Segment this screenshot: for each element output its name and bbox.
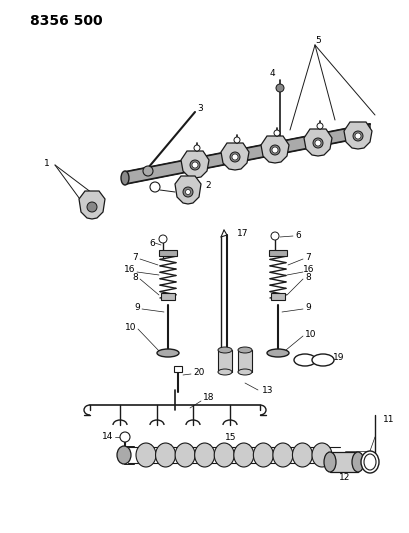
Ellipse shape <box>311 354 333 366</box>
Bar <box>218 350 231 372</box>
Circle shape <box>271 147 277 153</box>
Text: 18: 18 <box>202 393 214 402</box>
Ellipse shape <box>233 443 253 467</box>
Ellipse shape <box>218 369 231 375</box>
Text: 10: 10 <box>304 330 316 340</box>
Circle shape <box>185 190 190 195</box>
Text: 8: 8 <box>132 273 138 282</box>
Ellipse shape <box>292 443 312 467</box>
Polygon shape <box>180 151 209 178</box>
Circle shape <box>231 154 237 160</box>
Circle shape <box>275 84 283 92</box>
Circle shape <box>87 202 97 212</box>
Polygon shape <box>220 143 248 170</box>
Text: 11: 11 <box>382 416 393 424</box>
Ellipse shape <box>323 452 335 472</box>
Circle shape <box>234 137 239 143</box>
Text: 9: 9 <box>134 303 139 312</box>
Text: 14: 14 <box>101 432 113 441</box>
Circle shape <box>182 187 193 197</box>
Circle shape <box>159 235 166 243</box>
Text: 5: 5 <box>315 36 320 44</box>
Polygon shape <box>343 122 371 149</box>
Ellipse shape <box>218 347 231 353</box>
Circle shape <box>270 145 279 155</box>
Ellipse shape <box>237 347 252 353</box>
Circle shape <box>189 160 200 170</box>
Circle shape <box>312 138 322 148</box>
Polygon shape <box>303 129 331 156</box>
Text: 4: 4 <box>269 69 274 77</box>
Text: 10: 10 <box>124 324 136 333</box>
Ellipse shape <box>213 443 234 467</box>
Ellipse shape <box>311 443 331 467</box>
Text: 17: 17 <box>236 229 248 238</box>
Ellipse shape <box>351 452 363 472</box>
Bar <box>159 250 177 256</box>
Ellipse shape <box>157 349 179 357</box>
Bar <box>173 366 182 372</box>
Text: 9: 9 <box>304 303 310 312</box>
Ellipse shape <box>155 443 175 467</box>
Text: 6: 6 <box>294 230 300 239</box>
Ellipse shape <box>253 443 273 467</box>
Text: 8356 500: 8356 500 <box>30 14 102 28</box>
Bar <box>161 293 175 300</box>
Ellipse shape <box>175 443 195 467</box>
Ellipse shape <box>272 443 292 467</box>
Ellipse shape <box>293 354 315 366</box>
Text: 2: 2 <box>204 181 210 190</box>
Circle shape <box>314 140 320 146</box>
Circle shape <box>273 130 279 136</box>
Ellipse shape <box>237 369 252 375</box>
Polygon shape <box>261 136 288 163</box>
Circle shape <box>191 162 198 168</box>
Text: 3: 3 <box>197 103 202 112</box>
Text: 20: 20 <box>193 368 204 377</box>
Text: 6: 6 <box>149 238 155 247</box>
Text: 15: 15 <box>225 433 236 442</box>
Text: 1: 1 <box>44 158 50 167</box>
Text: 13: 13 <box>261 386 273 395</box>
Ellipse shape <box>194 443 214 467</box>
Bar <box>329 452 357 472</box>
Text: 16: 16 <box>123 265 135 274</box>
Circle shape <box>352 131 362 141</box>
Text: 8: 8 <box>304 273 310 282</box>
Bar <box>268 250 286 256</box>
Circle shape <box>316 123 322 129</box>
Ellipse shape <box>117 446 131 464</box>
Polygon shape <box>125 124 369 184</box>
Circle shape <box>120 432 130 442</box>
Polygon shape <box>175 176 200 204</box>
Ellipse shape <box>266 349 288 357</box>
Text: 19: 19 <box>332 353 344 362</box>
Ellipse shape <box>363 454 375 470</box>
Circle shape <box>270 232 278 240</box>
Circle shape <box>143 166 153 176</box>
Text: 16: 16 <box>302 265 314 274</box>
Bar <box>237 350 252 372</box>
Ellipse shape <box>136 443 155 467</box>
Circle shape <box>193 145 200 151</box>
Polygon shape <box>79 191 105 219</box>
Circle shape <box>354 133 360 139</box>
Text: 7: 7 <box>304 254 310 262</box>
Text: 12: 12 <box>339 473 350 482</box>
Ellipse shape <box>360 451 378 473</box>
Text: 7: 7 <box>132 254 138 262</box>
Circle shape <box>229 152 239 162</box>
Ellipse shape <box>121 171 129 185</box>
Bar <box>270 293 284 300</box>
Circle shape <box>150 182 160 192</box>
